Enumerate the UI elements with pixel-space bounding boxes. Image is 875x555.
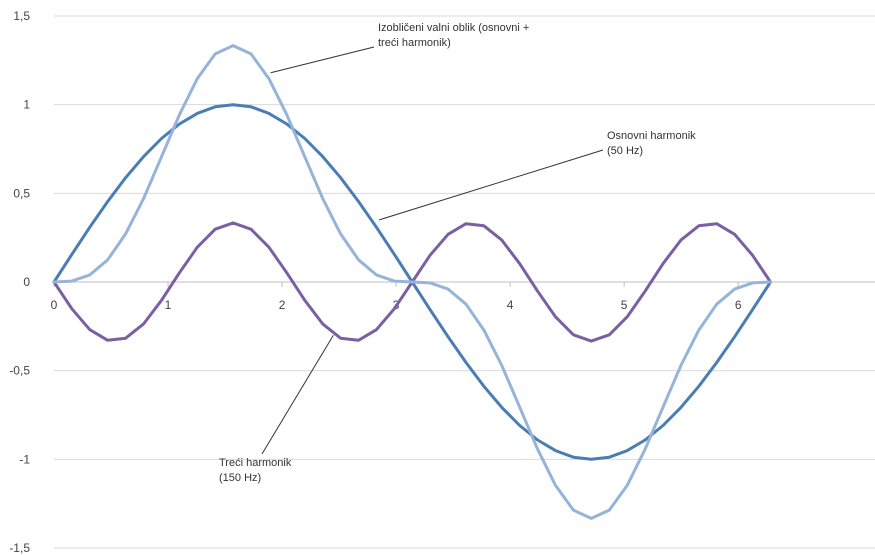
- annotation-distorted-waveform: Izobličeni valni oblik (osnovni + treći h…: [378, 22, 529, 49]
- x-tick-label: 4: [507, 298, 514, 312]
- series-layer: [52, 44, 772, 520]
- y-tick-label: 1,5: [13, 9, 30, 23]
- annotation-third-harmonic: Treći harmonik (150 Hz): [219, 457, 292, 484]
- x-tick-label: 6: [735, 298, 742, 312]
- y-tick-label: -1: [19, 452, 30, 466]
- annotation-leader-line: [270, 46, 375, 74]
- annotation-line: (150 Hz): [219, 472, 261, 484]
- x-tick-label: 1: [165, 298, 172, 312]
- annotation-line: Treći harmonik: [219, 457, 292, 469]
- x-tick-label: 0: [51, 298, 58, 312]
- annotation-line: treći harmonik): [378, 37, 451, 49]
- annotation-fundamental: Osnovni harmonik (50 Hz): [607, 130, 696, 157]
- annotation-leader-line: [261, 334, 334, 455]
- y-tick-label: 1: [23, 98, 30, 112]
- annotation-line: (50 Hz): [607, 145, 643, 157]
- y-axis-tick-labels: 1,5 1 0,5 0 -0,5 -1 -1,5: [9, 9, 30, 555]
- annotation-leader-line: [378, 149, 604, 221]
- x-tick-label: 5: [621, 298, 628, 312]
- series-distorted-line: [52, 44, 772, 520]
- y-tick-label: -0,5: [9, 364, 30, 378]
- x-tick-label: 2: [279, 298, 286, 312]
- y-tick-label: -1,5: [9, 541, 30, 555]
- annotations: Izobličeni valni oblik (osnovni + treći h…: [219, 22, 696, 484]
- y-tick-label: 0,5: [13, 186, 30, 200]
- annotation-line: Izobličeni valni oblik (osnovni +: [378, 22, 529, 34]
- y-tick-label: 0: [23, 275, 30, 289]
- annotation-line: Osnovni harmonik: [607, 130, 696, 142]
